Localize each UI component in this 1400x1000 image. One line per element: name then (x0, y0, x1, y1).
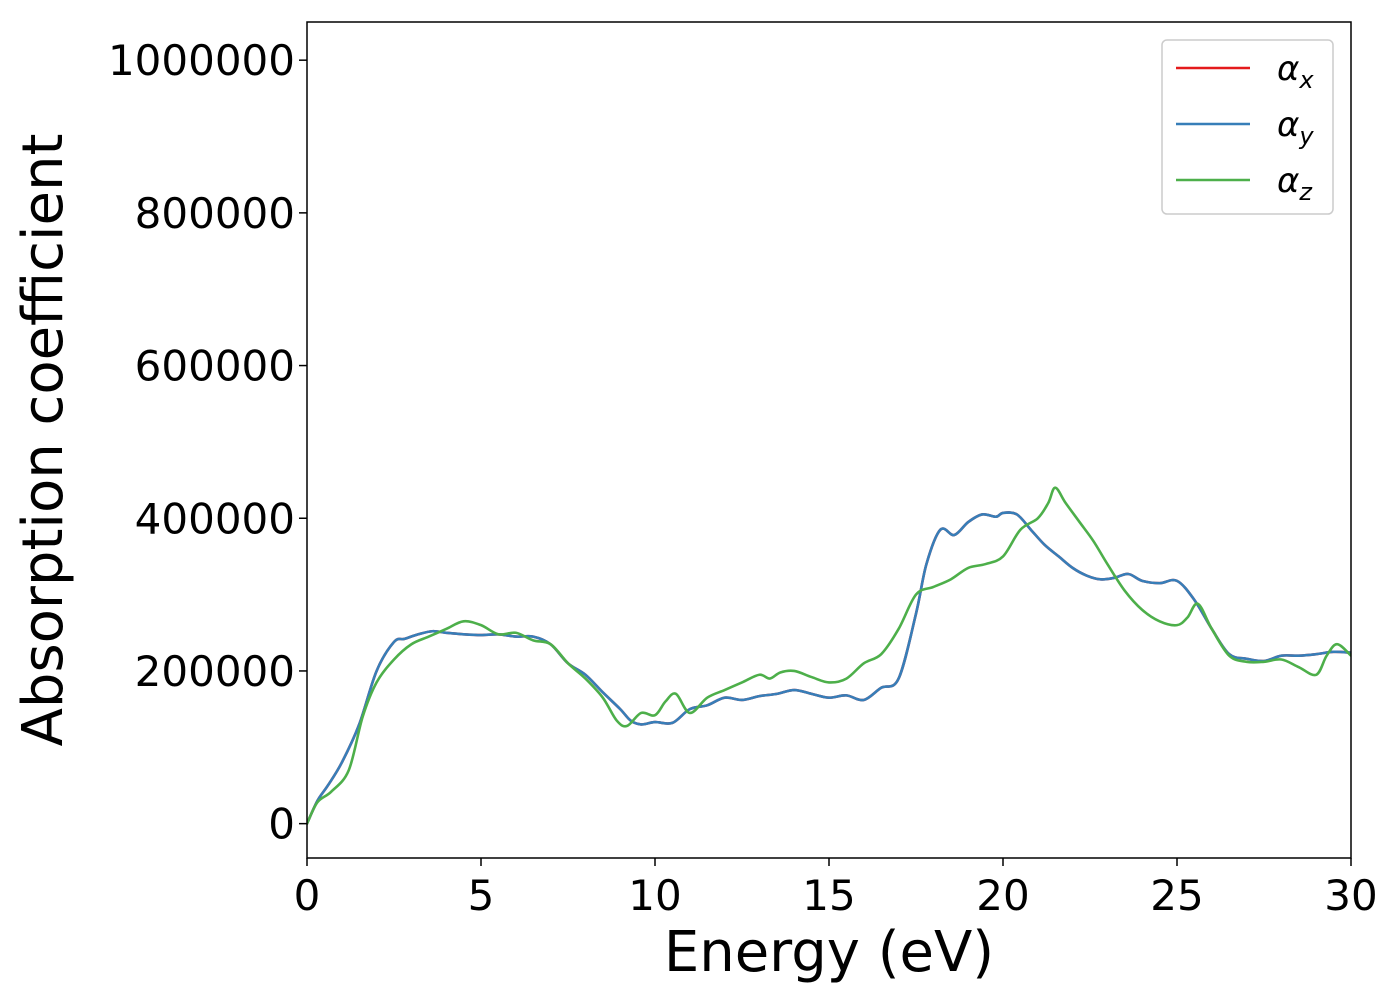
x-axis-ticks: 0 5 10 15 20 25 30 (294, 858, 1378, 920)
legend-item-z: αz (1176, 161, 1313, 206)
y-tick-label: 400000 (135, 494, 295, 543)
y-tick-label: 1000000 (108, 36, 295, 85)
series-line-y (307, 511, 1351, 825)
x-tick-label: 10 (628, 871, 681, 920)
y-axis-ticks: 0 200000 400000 600000 800000 1000000 (108, 36, 307, 849)
x-tick-label: 15 (802, 871, 855, 920)
series-line-z (307, 486, 1351, 825)
x-tick-label: 0 (294, 871, 321, 920)
y-axis-title: Absorption coefficient (11, 134, 76, 747)
y-tick-label: 0 (268, 800, 295, 849)
x-tick-label: 20 (976, 871, 1029, 920)
legend-label: αx (1277, 49, 1314, 94)
x-tick-label: 25 (1150, 871, 1203, 920)
x-tick-label: 30 (1324, 871, 1377, 920)
legend-item-x: αx (1176, 49, 1314, 94)
legend: αx αy αz (1161, 39, 1334, 215)
legend-label: αy (1277, 105, 1314, 150)
series-layer (307, 486, 1351, 825)
legend-item-y: αy (1176, 105, 1314, 150)
y-tick-label: 600000 (135, 342, 295, 391)
x-axis-title: Energy (eV) (664, 920, 994, 985)
x-tick-label: 5 (468, 871, 495, 920)
legend-label: αz (1277, 161, 1313, 206)
y-tick-label: 800000 (135, 189, 295, 238)
y-tick-label: 200000 (135, 647, 295, 696)
legend-box (1161, 39, 1334, 215)
